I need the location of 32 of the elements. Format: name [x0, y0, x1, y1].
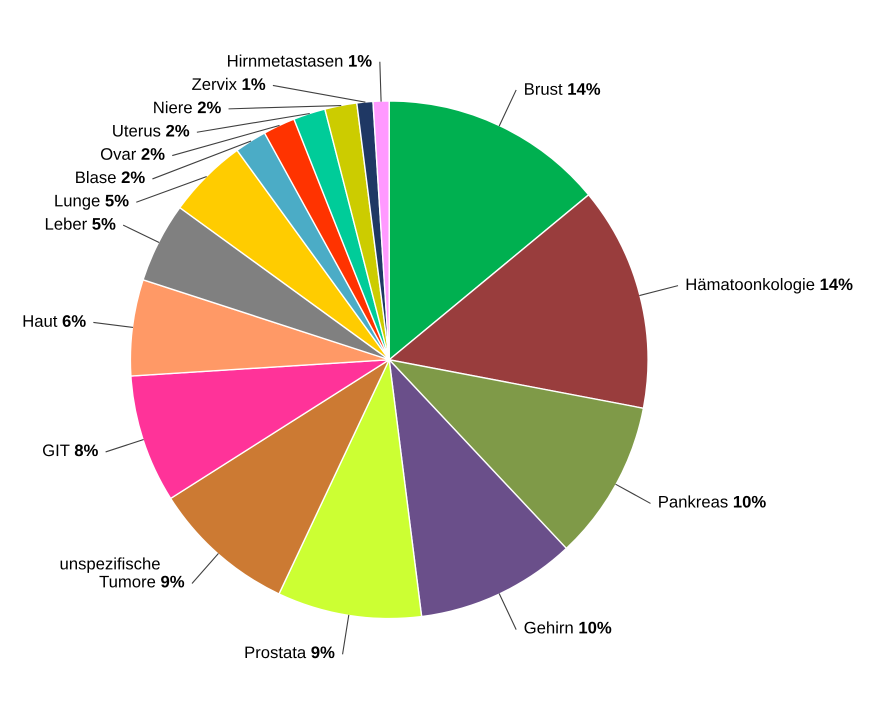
slice-label: Hirnmetastasen: [228, 54, 342, 67]
data-label: 5%: [92, 218, 116, 230]
data-label: 2%: [122, 171, 145, 184]
data-label: 2%: [141, 148, 165, 160]
slice-label: Lunge: [55, 194, 100, 210]
data-label: 2%: [166, 124, 190, 137]
data-label: 10%: [579, 622, 612, 634]
slice-label: Blase: [76, 170, 116, 184]
slice-label: Leber: [46, 218, 87, 230]
data-label: 9%: [161, 576, 184, 588]
data-label: 9%: [311, 646, 334, 658]
data-label: 10%: [734, 496, 766, 508]
slice-label: Ovar: [100, 148, 136, 160]
slice-label: Pankreas: [659, 495, 728, 508]
data-label: 1%: [349, 54, 372, 67]
slice-label: Zervix: [192, 78, 237, 90]
slice-label: Gehirn: [524, 621, 573, 634]
slice-label: Prostata: [245, 646, 306, 658]
data-label: 14%: [568, 83, 600, 95]
data-label: 8%: [74, 444, 98, 456]
slice-label: GIT: [43, 444, 70, 456]
data-label: 14%: [820, 278, 853, 290]
data-label: 1%: [242, 78, 266, 90]
slice-label: Haut: [24, 315, 58, 327]
slice-label: unspezifische Tumore: [60, 557, 160, 588]
slice-label: Brust: [525, 83, 562, 95]
data-label: 2%: [198, 102, 221, 114]
data-label: 6%: [62, 315, 86, 327]
slice-label: Niere: [154, 101, 192, 114]
data-label: 5%: [105, 194, 129, 207]
slice-label: Uterus: [113, 124, 160, 137]
slice-label: Hämatoonkologie: [686, 278, 814, 294]
